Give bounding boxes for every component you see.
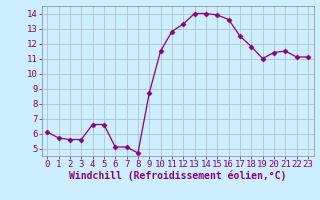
X-axis label: Windchill (Refroidissement éolien,°C): Windchill (Refroidissement éolien,°C) <box>69 171 286 181</box>
